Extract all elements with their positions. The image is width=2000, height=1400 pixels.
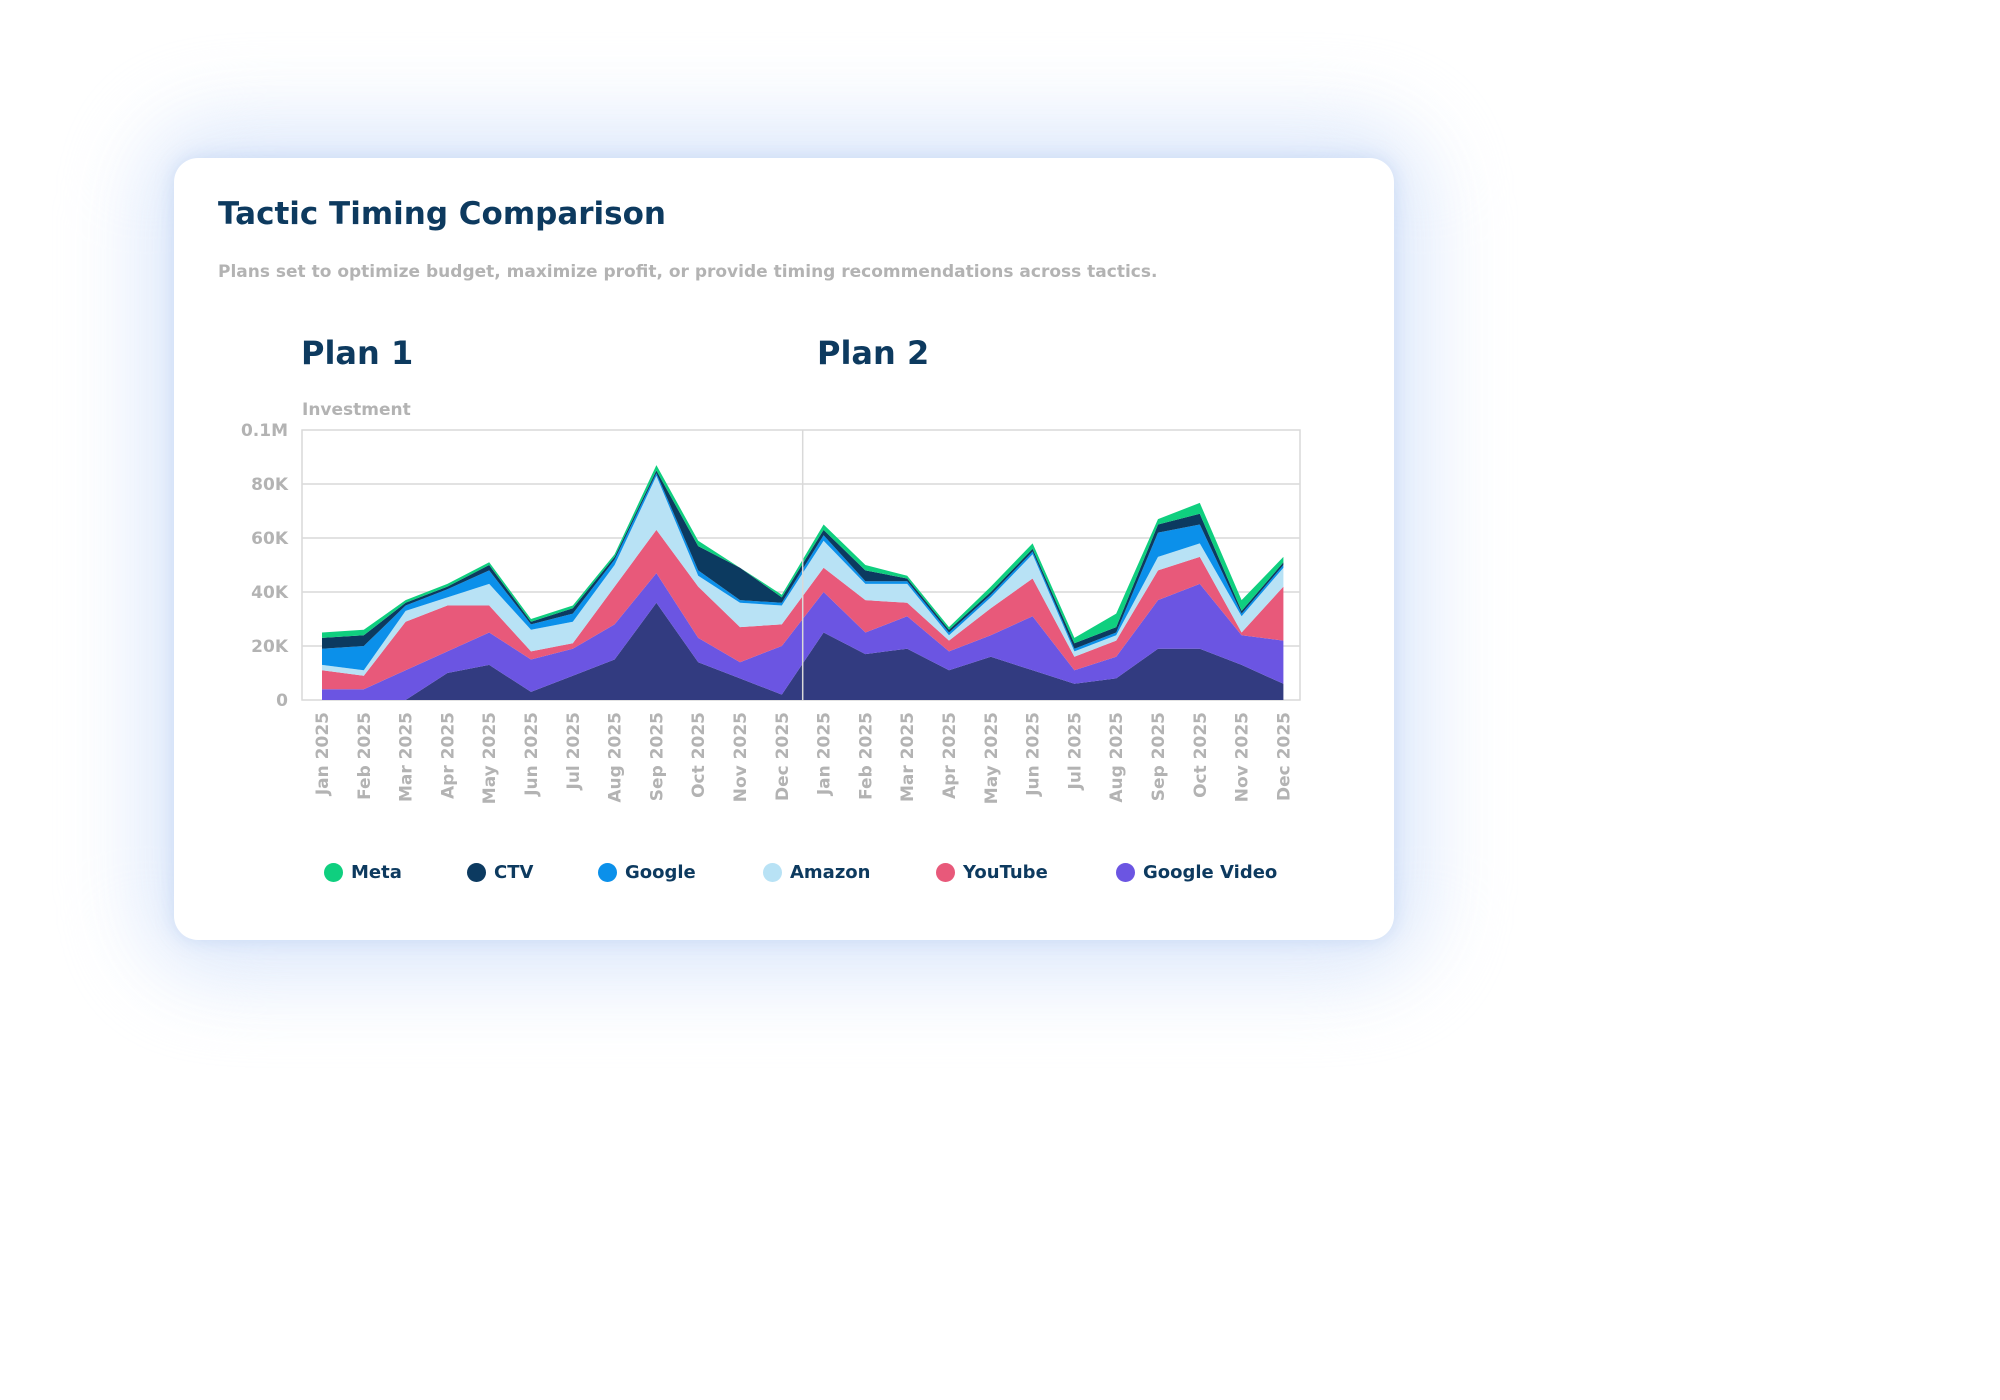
legend-item-google-video[interactable]: Google Video [1116,862,1277,883]
chart-legend: Meta CTV Google Amazon YouTube Google Video [174,862,1394,892]
x-tick-label: Sep 2025 [647,712,667,801]
x-tick-label: Jul 2025 [564,712,584,791]
legend-item-meta[interactable]: Meta [324,862,402,883]
card-subtitle: Plans set to optimize budget, maximize p… [218,262,1158,282]
x-tick-label: May 2025 [982,712,1002,804]
x-tick-label: Feb 2025 [856,712,876,800]
x-tick-label: Aug 2025 [1107,712,1127,803]
y-tick-label: 60K [251,529,289,549]
x-tick-label: Mar 2025 [898,712,918,802]
x-tick-label: Dec 2025 [773,712,793,801]
legend-label: Amazon [790,862,871,883]
x-tick-label: Sep 2025 [1149,712,1169,801]
x-tick-label: May 2025 [480,712,500,804]
legend-swatch [324,863,343,882]
plan-2-label: Plan 2 [817,334,930,372]
area-base-layer [322,602,1284,700]
legend-swatch [936,863,955,882]
x-tick-label: Jan 2025 [815,712,835,796]
legend-label: Google Video [1143,862,1278,883]
x-tick-label: Dec 2025 [1274,712,1294,801]
y-tick-label: 0.1M [241,421,288,441]
legend-swatch [1116,863,1135,882]
y-axis-label: Investment [302,400,411,420]
legend-item-ctv[interactable]: CTV [467,862,533,883]
y-tick-label: 80K [251,475,289,495]
x-tick-label: Oct 2025 [689,712,709,798]
x-tick-label: Nov 2025 [1233,712,1253,802]
legend-item-google[interactable]: Google [598,862,696,883]
legend-swatch [763,863,782,882]
legend-label: CTV [494,862,534,883]
legend-item-amazon[interactable]: Amazon [763,862,871,883]
x-tick-label: Aug 2025 [606,712,626,803]
stacked-area-chart: 0 20K 40K 60K 80K 0.1M Investment Jan 2025 Feb 2… [241,400,1301,804]
legend-label: YouTube [963,862,1048,883]
x-tick-label: Jun 2025 [1024,712,1044,797]
x-tick-label: Jun 2025 [522,712,542,797]
legend-swatch [598,863,617,882]
legend-swatch [467,863,486,882]
card-title: Tactic Timing Comparison [218,196,667,232]
x-tick-label: Mar 2025 [397,712,417,802]
x-tick-label: Apr 2025 [940,712,960,799]
y-tick-label: 0 [276,691,288,711]
x-tick-label: Jul 2025 [1065,712,1085,791]
y-tick-label: 40K [251,583,289,603]
x-tick-label: Apr 2025 [438,712,458,799]
x-tick-label: Nov 2025 [731,712,751,802]
x-tick-label: Oct 2025 [1191,712,1211,798]
x-tick-label: Feb 2025 [355,712,375,800]
plan-1-label: Plan 1 [301,334,414,372]
chart-card: Tactic Timing Comparison Plans set to op… [174,158,1394,940]
legend-label: Google [625,862,696,883]
legend-label: Meta [351,862,402,883]
legend-item-youtube[interactable]: YouTube [936,862,1048,883]
y-tick-label: 20K [251,637,289,657]
x-tick-label: Jan 2025 [313,712,333,796]
